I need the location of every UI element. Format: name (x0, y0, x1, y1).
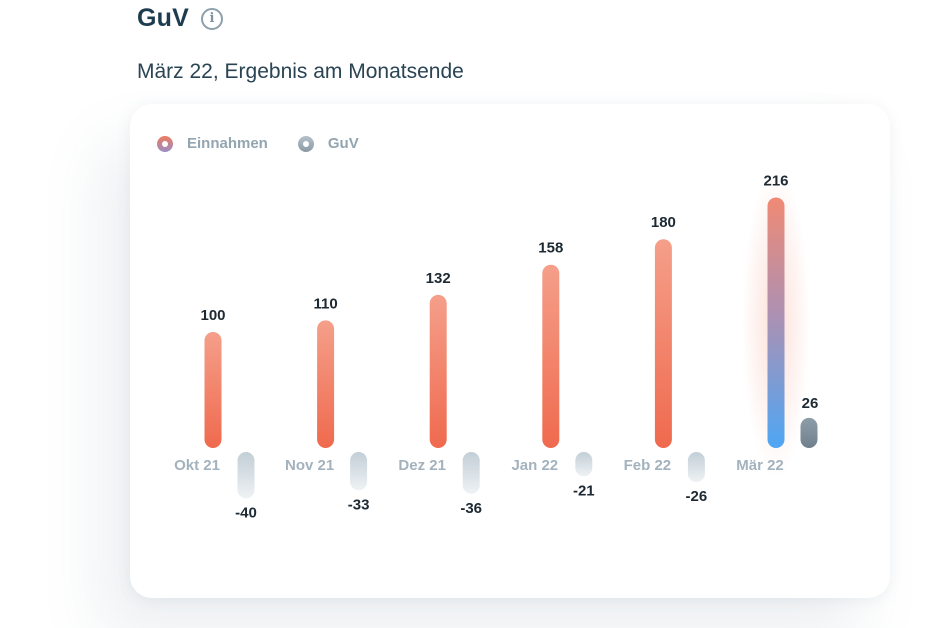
bar-label-guv: 26 (802, 395, 819, 412)
bar-label-einnahmen: 180 (651, 214, 676, 231)
bar-guv (462, 452, 480, 494)
bar-label-guv: -26 (686, 488, 708, 505)
bar-label-einnahmen: 132 (426, 270, 451, 287)
bar-einnahmen (429, 294, 447, 448)
info-icon[interactable]: i (201, 7, 223, 30)
bar-guv (350, 452, 368, 491)
bar-label-einnahmen: 216 (763, 172, 788, 189)
bar-guv (687, 452, 705, 483)
bar-einnahmen (654, 239, 672, 448)
legend-dot-einnahmen-icon (157, 135, 173, 152)
bar-guv (800, 417, 818, 448)
x-tick-label: Mär 22 (736, 457, 784, 474)
legend-dot-guv-icon (297, 135, 314, 152)
chart-legend: Einnahmen GuV (157, 135, 359, 152)
bar-label-guv: -36 (460, 500, 482, 517)
bar-label-guv: -40 (235, 504, 257, 521)
page-title: GuV (137, 4, 189, 32)
bar-einnahmen (204, 332, 222, 448)
bar-label-guv: -33 (348, 496, 370, 513)
bar-label-einnahmen: 100 (200, 307, 225, 324)
x-tick-label: Okt 21 (174, 457, 220, 474)
legend-label-guv: GuV (327, 135, 359, 152)
bar-label-einnahmen: 110 (313, 295, 337, 312)
bar-einnahmen (542, 264, 560, 448)
page-subtitle: März 22, Ergebnis am Monatsende (137, 60, 464, 83)
legend-item-einnahmen[interactable]: Einnahmen (157, 135, 268, 152)
bar-label-einnahmen: 158 (538, 240, 563, 257)
bar-guv (237, 452, 255, 499)
x-tick-label: Jan 22 (511, 457, 558, 474)
title-row: GuV i (137, 4, 223, 33)
legend-item-guv[interactable]: GuV (297, 135, 359, 152)
x-tick-label: Dez 21 (398, 457, 446, 474)
bar-einnahmen (767, 197, 785, 448)
legend-label-einnahmen: Einnahmen (187, 135, 268, 152)
bar-label-guv: -21 (573, 482, 595, 499)
x-tick-label: Feb 22 (624, 457, 672, 474)
bar-guv (575, 452, 593, 477)
bar-einnahmen (317, 320, 335, 448)
x-tick-label: Nov 21 (285, 457, 334, 474)
